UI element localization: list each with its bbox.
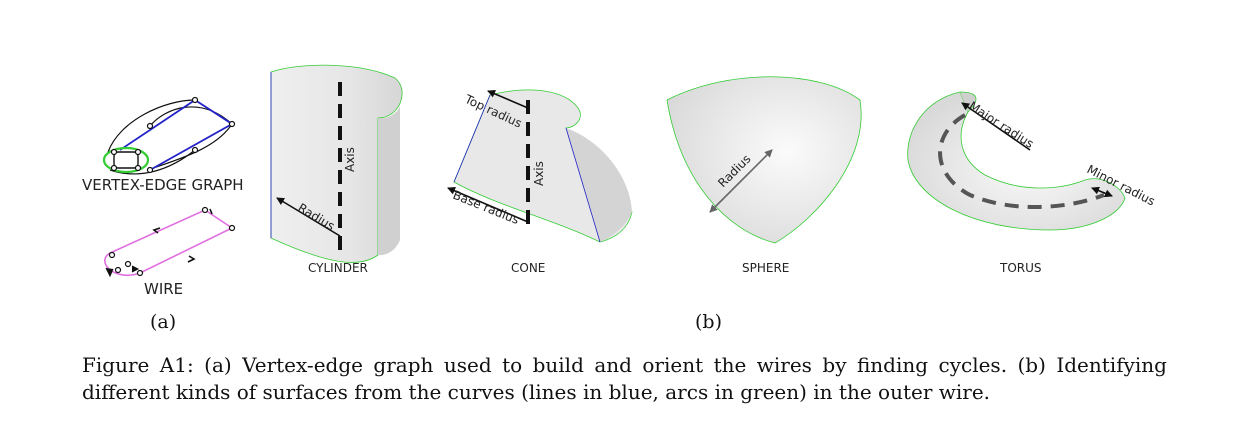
torus-label: TORUS <box>999 261 1042 275</box>
wire-diagram: WIRE <box>104 206 236 298</box>
vertex-edge-graph: VERTEX-EDGE GRAPH <box>82 96 244 194</box>
panel-b-label: (b) <box>695 311 722 333</box>
cylinder-label: CYLINDER <box>308 261 368 275</box>
torus-surface: Major radius Minor radius TORUS <box>907 91 1157 275</box>
wire-title: WIRE <box>144 280 183 298</box>
sphere-surface: Radius SPHERE <box>666 76 862 275</box>
cone-label: CONE <box>511 261 545 275</box>
cylinder-axis-label: Axis <box>343 147 357 172</box>
cone-axis-label: Axis <box>532 161 546 186</box>
panel-a-label: (a) <box>150 311 176 333</box>
cylinder-surface: Axis Radius CYLINDER <box>270 64 403 275</box>
figure-caption: Figure A1: (a) Vertex-edge graph used to… <box>82 353 1167 404</box>
torus-major-radius-label: Major radius <box>966 99 1036 151</box>
vertex-edge-graph-title: VERTEX-EDGE GRAPH <box>82 176 244 194</box>
cone-surface: Top radius Axis Base radius CONE <box>447 89 633 275</box>
sphere-label: SPHERE <box>742 261 789 275</box>
